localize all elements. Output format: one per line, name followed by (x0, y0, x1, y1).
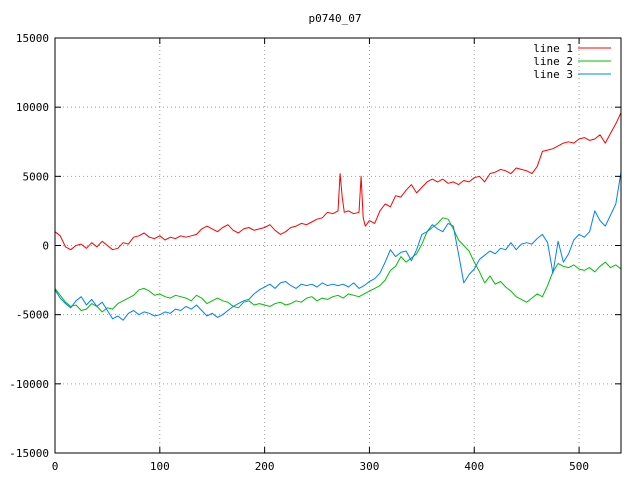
x-tick-label: 100 (150, 460, 170, 473)
x-tick-label: 500 (569, 460, 589, 473)
axes: 0 100 200 300 400 500 -15000 -10000 -5000 0 5000 10… (9, 32, 621, 473)
x-tick-label: 400 (464, 460, 484, 473)
y-tick-label: -15000 (9, 447, 49, 460)
grid (55, 38, 621, 453)
chart-title: p0740_07 (309, 12, 362, 25)
x-tick-label: 0 (52, 460, 59, 473)
series-line-1 (54, 112, 622, 251)
legend-label-3: line 3 (533, 68, 573, 81)
y-tick-label: 15000 (16, 32, 49, 45)
y-tick-label: 0 (42, 240, 49, 253)
y-tick-label: -10000 (9, 378, 49, 391)
y-tick-label: 10000 (16, 101, 49, 114)
x-tick-label: 200 (255, 460, 275, 473)
series-line-2 (54, 217, 622, 313)
series-line-3 (54, 172, 622, 321)
legend-label-2: line 2 (533, 55, 573, 68)
y-tick-label: 5000 (23, 170, 50, 183)
x-tick-label: 300 (360, 460, 380, 473)
series-layer (54, 112, 622, 321)
legend-label-1: line 1 (533, 42, 573, 55)
y-tick-label: -5000 (16, 309, 49, 322)
